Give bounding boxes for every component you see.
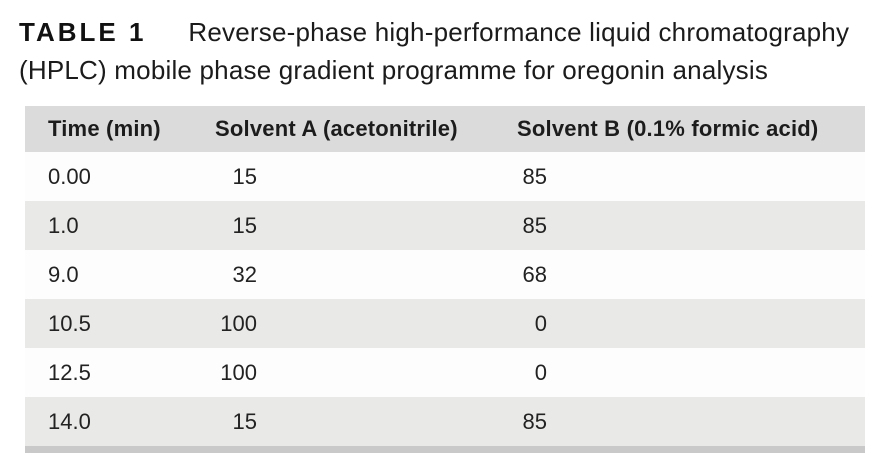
cell-solvent-a: 100 [215, 299, 517, 348]
cell-time: 1.0 [25, 201, 215, 250]
col-header-solvent-a: Solvent A (acetonitrile) [215, 106, 517, 152]
cell-time: 0.00 [25, 152, 215, 201]
table-row: 9.0 32 68 [25, 250, 865, 299]
cell-solvent-a: 15 [215, 397, 517, 446]
cell-time: 10.5 [25, 299, 215, 348]
solvent-a-value: 15 [232, 212, 257, 238]
table-row: 10.5 100 0 [25, 299, 865, 348]
table-caption-line2: (HPLC) mobile phase gradient programme f… [19, 55, 769, 85]
cell-solvent-b: 85 [517, 397, 865, 446]
solvent-b-value: 0 [534, 310, 547, 336]
cell-solvent-a: 32 [215, 250, 517, 299]
table-row: 14.0 15 85 [25, 397, 865, 446]
cell-solvent-b: 68 [517, 250, 865, 299]
table-header-row: Time (min) Solvent A (acetonitrile) Solv… [25, 106, 865, 152]
table-header: Time (min) Solvent A (acetonitrile) Solv… [25, 106, 865, 152]
cell-solvent-b: 85 [517, 152, 865, 201]
solvent-a-value: 32 [232, 261, 257, 287]
cell-solvent-a: 15 [215, 201, 517, 250]
table-caption-label: TABLE 1 [19, 17, 147, 47]
table-caption: TABLE 1 Reverse-phase high-performance li… [0, 0, 885, 89]
table-row: 1.0 15 85 [25, 201, 865, 250]
col-header-time: Time (min) [25, 106, 215, 152]
solvent-a-value: 100 [220, 310, 257, 336]
table-bottom-rule [25, 446, 865, 453]
solvent-b-value: 0 [534, 359, 547, 385]
solvent-b-value: 85 [522, 212, 547, 238]
table-row: 0.00 15 85 [25, 152, 865, 201]
solvent-a-value: 15 [232, 163, 257, 189]
hplc-gradient-table: Time (min) Solvent A (acetonitrile) Solv… [25, 106, 865, 446]
col-header-solvent-b: Solvent B (0.1% formic acid) [517, 106, 865, 152]
cell-solvent-b: 85 [517, 201, 865, 250]
cell-time: 9.0 [25, 250, 215, 299]
solvent-a-value: 100 [220, 359, 257, 385]
table-row: 12.5 100 0 [25, 348, 865, 397]
table-caption-line1: Reverse-phase high-performance liquid ch… [188, 17, 850, 47]
cell-solvent-a: 15 [215, 152, 517, 201]
cell-solvent-b: 0 [517, 348, 865, 397]
cell-solvent-b: 0 [517, 299, 865, 348]
solvent-b-value: 68 [522, 261, 547, 287]
solvent-a-value: 15 [232, 408, 257, 434]
cell-solvent-a: 100 [215, 348, 517, 397]
cell-time: 12.5 [25, 348, 215, 397]
cell-time: 14.0 [25, 397, 215, 446]
solvent-b-value: 85 [522, 408, 547, 434]
solvent-b-value: 85 [522, 163, 547, 189]
